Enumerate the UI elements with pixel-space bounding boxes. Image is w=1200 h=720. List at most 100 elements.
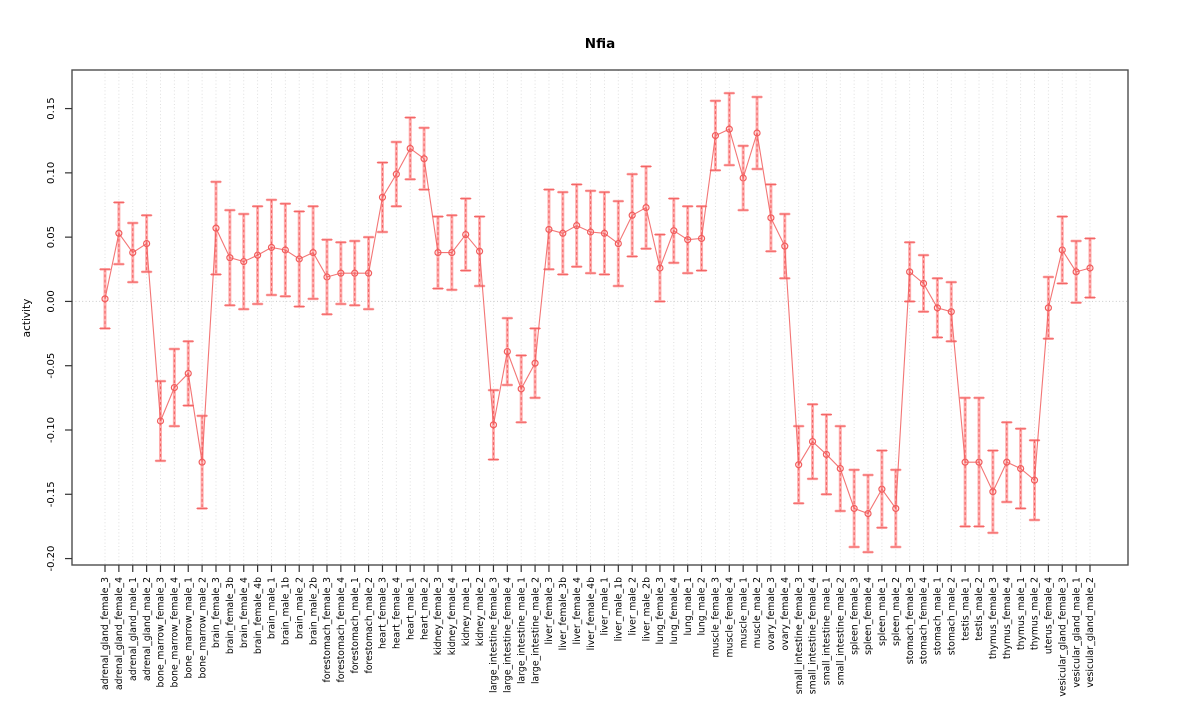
data-point-marker <box>975 458 983 466</box>
x-tick-label: small_intestine_female_4 <box>808 577 819 694</box>
y-tick-label: -0.10 <box>46 417 57 443</box>
x-tick-label: forestomach_male_2 <box>364 577 375 674</box>
data-point-marker <box>614 239 622 248</box>
x-tick-label: kidney_female_3 <box>433 577 444 655</box>
x-tick-label: lung_male_1 <box>683 577 694 636</box>
data-point-marker <box>919 279 928 288</box>
data-point-marker <box>1030 476 1039 484</box>
x-tick-label: large_intestine_female_4 <box>503 577 514 693</box>
x-tick-label: liver_male_2b <box>641 577 652 641</box>
x-tick-label: muscle_female_4 <box>724 577 735 658</box>
data-point-marker <box>545 225 553 234</box>
data-point-marker <box>586 228 595 236</box>
x-tick-label: small_intestine_male_1 <box>822 577 833 685</box>
x-tick-label: heart_male_2 <box>419 577 430 640</box>
plot-border <box>71 69 1129 566</box>
data-point-marker <box>462 230 470 239</box>
series-line <box>104 128 1091 515</box>
x-tick-label: lung_male_2 <box>697 577 708 636</box>
x-tick-label: thymus_female_3 <box>988 577 999 659</box>
data-point-marker <box>503 347 511 356</box>
x-tick-label: testis_male_2 <box>974 577 985 641</box>
x-tick-label: brain_female_3 <box>211 577 222 648</box>
x-tick-label: spleen_male_2 <box>891 577 902 646</box>
data-point-marker <box>143 239 151 248</box>
data-point-marker <box>226 254 234 262</box>
x-tick-label: stomach_male_2 <box>946 577 957 655</box>
x-tick-label: liver_female_4b <box>586 577 597 650</box>
x-tick-label: liver_male_1b <box>614 577 625 641</box>
x-tick-label: ovary_female_3 <box>766 577 777 651</box>
data-point-marker <box>739 174 747 182</box>
data-point-marker <box>115 229 123 237</box>
x-tick-label: adrenal_gland_female_3 <box>100 577 111 690</box>
data-points <box>101 125 1094 518</box>
data-point-marker <box>781 242 789 250</box>
data-point-marker <box>808 437 817 446</box>
x-tick-label: liver_male_1 <box>600 577 611 636</box>
data-point-marker <box>864 509 872 518</box>
x-tick-label: brain_male_2b <box>308 577 319 645</box>
data-point-marker <box>1003 458 1011 466</box>
x-tick-label: brain_female_4b <box>253 577 264 654</box>
x-tick-label: large_intestine_male_2 <box>530 577 541 684</box>
data-point-marker <box>281 246 289 254</box>
x-tick-label: heart_female_4 <box>392 577 403 649</box>
x-tick-label: lung_female_3 <box>655 577 666 645</box>
x-tick-label: kidney_male_2 <box>475 577 486 646</box>
x-tick-label: stomach_female_4 <box>919 577 930 664</box>
data-point-marker <box>642 203 650 212</box>
data-point-marker <box>212 224 220 232</box>
data-point-marker <box>1044 304 1052 312</box>
data-point-marker <box>767 214 775 222</box>
data-point-marker <box>656 264 664 272</box>
y-tick-label: 0.05 <box>46 226 57 248</box>
data-point-marker <box>351 269 359 277</box>
x-tick-label: heart_female_3 <box>378 577 389 649</box>
x-tick-label: adrenal_gland_male_2 <box>142 577 153 681</box>
data-point-marker <box>711 131 720 140</box>
x-tick-label: liver_female_4 <box>572 577 583 645</box>
data-point-marker <box>184 369 192 378</box>
data-point-marker <box>947 308 955 316</box>
data-point-marker <box>1058 246 1066 254</box>
data-point-marker <box>961 458 969 466</box>
data-point-marker <box>670 227 678 235</box>
y-tick-label: -0.05 <box>46 353 57 379</box>
x-tick-label: spleen_female_3 <box>849 577 860 655</box>
data-point-marker <box>240 257 248 266</box>
x-tick-label: small_intestine_male_2 <box>835 577 846 685</box>
data-point-marker <box>836 464 844 473</box>
y-tick-label: 0.00 <box>46 290 57 312</box>
y-tick-label: -0.15 <box>46 481 57 507</box>
x-tick-label: liver_male_2 <box>627 577 638 635</box>
y-tick-label: 0.15 <box>46 97 57 119</box>
x-tick-label: heart_male_1 <box>405 577 416 640</box>
x-tick-label: bone_marrow_male_1 <box>183 577 194 679</box>
data-point-marker <box>559 229 567 237</box>
data-point-marker <box>129 248 137 257</box>
data-point-marker <box>795 461 803 469</box>
x-tick-label: ovary_female_4 <box>780 577 791 651</box>
data-point-marker <box>406 144 414 153</box>
y-axis-ticks: 0.15 0.10 0.05 0.00 -0.05 -0.10 -0.15 -0.20 <box>46 97 72 572</box>
y-tick-label: -0.20 <box>46 546 57 572</box>
x-tick-label: large_intestine_female_3 <box>489 577 500 693</box>
x-tick-label: liver_female_3b <box>558 577 569 650</box>
data-point-marker <box>600 229 609 237</box>
data-point-marker <box>989 488 997 496</box>
data-point-marker <box>1017 464 1025 473</box>
y-tick-label: 0.10 <box>46 162 57 184</box>
x-tick-label: vesicular_gland_female_3 <box>1057 577 1068 697</box>
x-tick-label: bone_marrow_male_2 <box>197 577 208 678</box>
x-tick-label: brain_female_4 <box>239 577 250 648</box>
x-tick-label: brain_male_2 <box>294 577 305 639</box>
x-tick-label: spleen_female_4 <box>863 577 874 655</box>
x-tick-label: brain_male_1 <box>267 577 278 639</box>
data-point-marker <box>1086 264 1094 272</box>
data-point-marker <box>364 269 373 277</box>
data-point-marker <box>378 193 387 201</box>
data-point-marker <box>906 268 914 276</box>
data-point-marker <box>448 248 456 257</box>
x-tick-label: uterus_female_4 <box>1044 577 1055 654</box>
